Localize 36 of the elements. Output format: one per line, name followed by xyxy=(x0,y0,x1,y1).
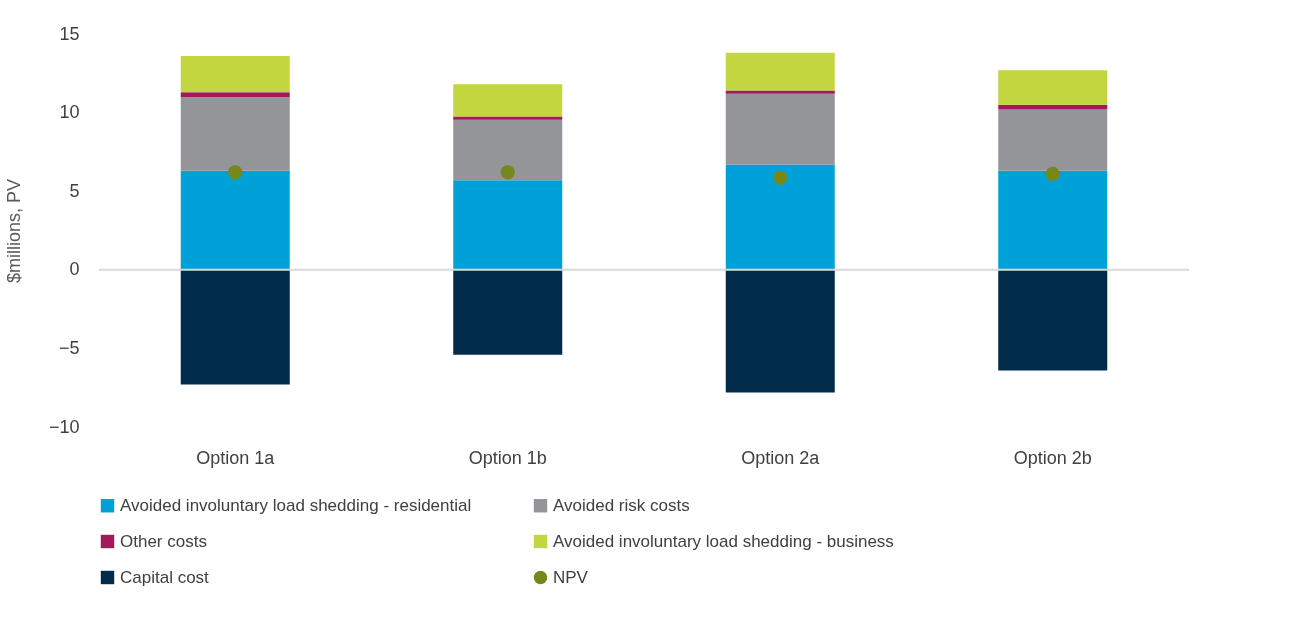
bar xyxy=(725,269,835,393)
bar xyxy=(725,164,835,270)
x-tick-label: Option 1a xyxy=(196,447,276,468)
legend-label: Other costs xyxy=(120,531,207,551)
bar xyxy=(180,96,290,171)
x-tick-label: Option 2b xyxy=(1013,447,1092,468)
bar xyxy=(998,109,1108,171)
y-tick-label: 5 xyxy=(69,180,80,201)
x-tick-label: Option 2a xyxy=(741,447,821,468)
bar xyxy=(180,56,290,93)
bar xyxy=(998,70,1108,105)
y-tick-label: 0 xyxy=(69,259,80,280)
legend-label: NPV xyxy=(553,567,589,587)
x-tick-label: Option 1b xyxy=(468,447,547,468)
legend-label: Capital cost xyxy=(120,567,210,587)
legend-label: Avoided involuntary load shedding - business xyxy=(553,531,894,551)
bar xyxy=(453,116,563,120)
y-tick-label: −5 xyxy=(58,337,80,358)
bar xyxy=(453,180,563,270)
bar xyxy=(453,84,563,117)
bar xyxy=(453,269,563,355)
legend-label: Avoided risk costs xyxy=(553,495,690,515)
bar xyxy=(998,269,1108,371)
bar xyxy=(725,90,835,94)
bar xyxy=(180,170,290,270)
y-axis-title: $millions, PV xyxy=(3,178,24,284)
bar xyxy=(998,170,1108,270)
y-tick-label: −10 xyxy=(48,416,80,437)
legend-label: Avoided involuntary load shedding - residential xyxy=(120,495,472,515)
y-tick-label: 15 xyxy=(59,23,80,44)
bar xyxy=(453,119,563,181)
bar xyxy=(725,52,835,91)
bar xyxy=(180,92,290,97)
y-tick-label: 10 xyxy=(59,102,80,123)
bar xyxy=(180,269,290,385)
bar xyxy=(725,93,835,165)
